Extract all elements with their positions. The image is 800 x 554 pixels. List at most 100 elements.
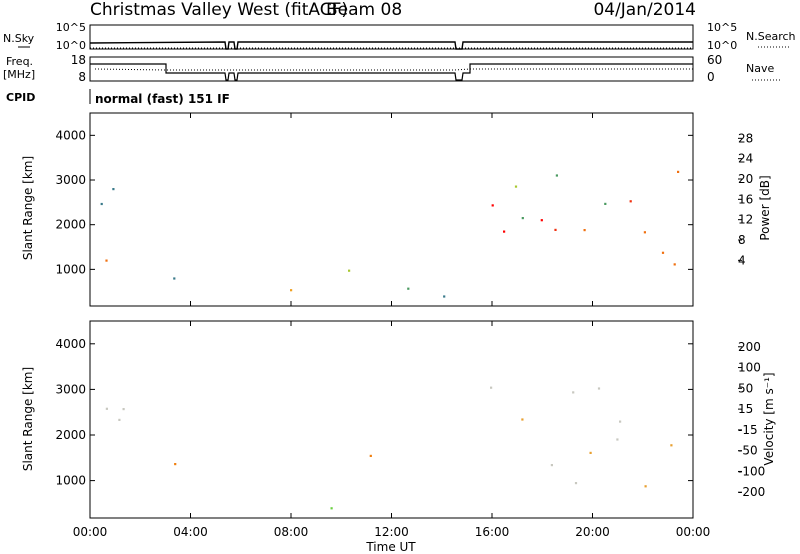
nsearch-tick-bottom: 10^0 [707,39,737,52]
data-cell [503,230,506,233]
velocity-panel: 1000 2000 3000 4000 Slant Range [km] 200 100… [21,113,776,554]
colorbar-tick-label: 4 [738,253,746,267]
data-cell [369,454,372,457]
colorbar-tick-label: 12 [738,213,753,227]
freq-strip: Freq. [MHz] 18 8 60 0 Nave [3,53,780,84]
nsky-trace [89,41,693,50]
date-label: 04/Jan/2014 [593,0,696,20]
freq-frame [89,56,694,82]
freq-trace [90,63,693,81]
x-tick-label: 04:00 [173,525,208,539]
data-cell [597,387,601,390]
velocity-colorbar: 200 100 50 15 -15 -50 -100 -200 [738,340,765,499]
data-cell [514,185,518,188]
colorbar-tick-label: 8 [738,233,746,247]
time-axis: 00:00 04:00 08:00 12:00 16:00 20:00 00:00 [73,113,711,539]
data-cell [521,418,524,421]
x-tick-label: 20:00 [575,525,610,539]
data-cell [574,482,578,485]
station-title: Christmas Valley West (fitACF) [90,0,348,20]
data-cell [643,231,646,234]
cpid-value: normal (fast) 151 IF [95,92,230,106]
data-cell [583,229,586,232]
x-tick-label: 00:00 [676,525,711,539]
power-colorbar: 28 24 20 16 12 8 4 [738,131,753,267]
data-cell [112,188,115,191]
data-cell [589,451,592,454]
data-cell [619,420,622,423]
nave-trace [94,68,693,71]
velocity-frame [89,320,694,519]
data-cell [521,217,524,220]
power-frame [89,112,694,307]
y-tick-label: 1000 [55,474,86,488]
colorbar-tick-label: -50 [738,444,758,458]
data-cell [348,269,351,272]
data-cell [174,463,177,466]
power-data-layer [100,170,680,298]
data-cell [661,251,665,254]
nsky-label: N.Sky [3,32,35,45]
colorbar-tick-label: 28 [738,131,753,145]
velocity-colorbar-label: Velocity [m s⁻¹] [762,372,776,465]
power-panel: 1000 2000 3000 4000 Slant Range [km] 28 24 20… [21,112,772,307]
data-cell [644,485,647,488]
power-y-axis: 1000 2000 3000 4000 [55,128,693,276]
data-cell [105,259,108,262]
nsearch-label: N.Search [746,30,796,43]
data-cell [554,228,557,231]
freq-tick-top: 18 [71,53,86,67]
y-tick-label: 1000 [55,262,86,276]
y-tick-label: 2000 [55,218,86,232]
nave-label: Nave [746,62,774,75]
data-cell [407,287,410,290]
colorbar-tick-label: -200 [738,485,765,499]
colorbar-tick-label: -15 [738,423,758,437]
y-tick-label: 4000 [55,337,86,351]
data-cell [540,219,543,222]
data-cell [290,289,293,292]
nsearch-tick-top: 10^5 [707,21,737,34]
data-cell [629,200,632,203]
data-cell [443,295,446,298]
nave-tick-top: 60 [707,53,722,67]
y-tick-label: 4000 [55,128,86,142]
data-cell [122,408,125,411]
x-tick-label: 16:00 [475,525,510,539]
data-cell [173,277,176,280]
freq-label: Freq. [6,55,33,68]
data-cell [604,202,607,205]
power-ylabel: Slant Range [km] [21,156,35,260]
velocity-data-layer [105,386,673,510]
x-tick-label: 08:00 [274,525,309,539]
colorbar-tick-label: 16 [738,192,753,206]
data-cell [105,407,108,410]
y-tick-label: 2000 [55,428,86,442]
beam-label: Beam 08 [326,0,402,20]
x-axis-label: Time UT [365,540,416,554]
data-cell [670,444,673,447]
nsky-strip: N.Sky 10^5 10^0 10^5 10^0 N.Search [3,21,796,52]
x-tick-label: 00:00 [73,525,108,539]
colorbar-tick-label: 20 [738,172,753,186]
nsky-tick-top: 10^5 [56,21,86,34]
data-cell [673,263,676,266]
colorbar-tick-label: 50 [738,381,753,395]
velocity-y-axis: 1000 2000 3000 4000 [55,337,693,488]
data-cell [491,204,494,207]
colorbar-tick-label: 24 [738,152,753,166]
velocity-ylabel: Slant Range [km] [21,367,35,471]
freq-unit-label: [MHz] [3,68,35,81]
data-cell [490,386,493,389]
colorbar-tick-label: 100 [738,361,761,375]
data-cell [616,438,619,441]
data-cell [550,464,553,467]
colorbar-tick-label: 15 [738,402,753,416]
colorbar-tick-label: 200 [738,340,761,354]
cpid-label: CPID [6,91,35,104]
power-colorbar-label: Power [dB] [758,175,772,240]
data-cell [330,507,333,510]
data-cell [118,418,121,421]
y-tick-label: 3000 [55,382,86,396]
